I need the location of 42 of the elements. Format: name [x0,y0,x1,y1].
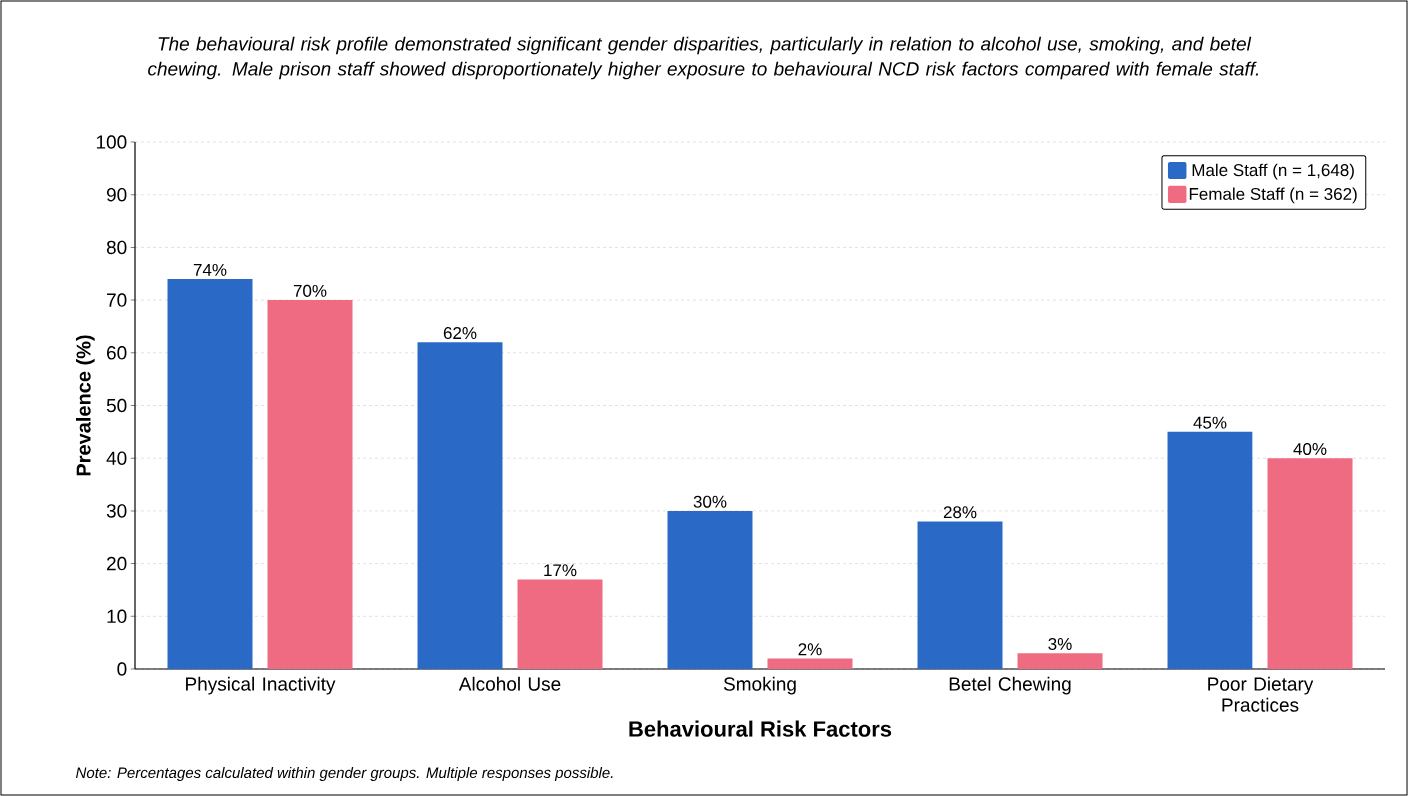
bar [917,521,1003,669]
y-tick-label: 30 [106,504,127,518]
y-tick-label: 40 [106,451,127,465]
bar [517,579,603,669]
y-tick-label: 80 [106,240,127,255]
data-label: 30% [693,495,727,508]
bar [417,342,503,669]
x-tick-label: Poor Dietary Practices [1208,676,1314,712]
bar [1167,431,1253,669]
data-label: 3% [1048,637,1072,650]
data-label: 74% [193,263,227,276]
data-label: 62% [443,327,477,340]
data-label: 2% [798,643,822,656]
x-axis-title: Behavioural Risk Factors [629,720,892,737]
bar [767,658,853,669]
bar [1017,653,1103,669]
x-tick-label: Alcohol Use [458,676,561,691]
data-label: 45% [1193,416,1227,429]
x-tick-label: Betel Chewing [949,676,1071,695]
y-tick-label: 20 [107,556,127,571]
x-tick-label: Smoking [723,676,796,695]
chart-subtitle: The behavioural risk profile demonstrated significant gender disparities, particularly in relation to alcohol use, smoking, and betel chewing. Male prison staff showed disproportionately higher exposure to behavioural NCD risk factors compared with female staff. [148,36,1259,80]
y-tick-label: 70 [107,293,127,307]
legend-label: Female Staff (n = 362) [1189,187,1357,204]
data-label: 40% [1293,442,1327,456]
y-tick-label: 60 [107,346,127,360]
bar [667,510,753,669]
text: Note: Percentages calculated within gender groups. Multiple responses possible. [75,767,613,781]
y-axis-title: Prevalence (%) [75,335,95,476]
y-tick-label: 10 [107,609,127,624]
data-label: 28% [943,506,977,519]
bar [267,300,353,669]
data-label: 70% [293,284,327,297]
y-tick-label: 50 [106,398,127,413]
bar [167,279,253,669]
x-tick-label: Physical Inactivity [186,676,336,695]
bar [1267,458,1353,669]
y-tick-label: 100 [96,135,127,149]
legend-label: Male Staff (n = 1,648) [1192,163,1354,180]
y-tick-label: 0 [117,662,127,676]
data-label: 17% [544,564,577,577]
y-tick-label: 90 [106,187,127,202]
